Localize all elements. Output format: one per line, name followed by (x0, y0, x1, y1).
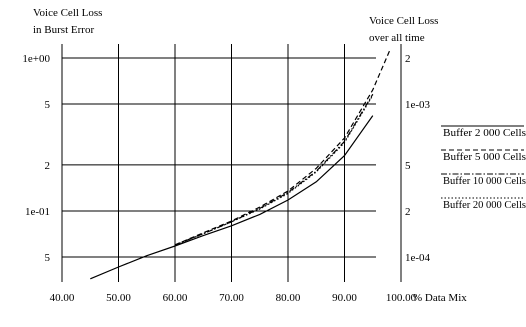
right-axis-title-line-2: over all time (369, 32, 425, 44)
legend-label-1: Buffer 5 000 Cells (443, 152, 526, 163)
series-lines (90, 50, 391, 280)
right-tick-label: 1e-04 (405, 252, 431, 264)
left-tick-label: 5 (45, 99, 51, 111)
legend-label-3: Buffer 20 000 Cells (443, 200, 526, 211)
left-axis-title-line-1: Voice Cell Loss (33, 7, 102, 19)
right-axis-title-line-1: Voice Cell Loss (369, 15, 438, 27)
left-tick-label: 1e-01 (25, 206, 50, 218)
series-line-1 (174, 50, 391, 246)
left-axis-title-line-2: in Burst Error (33, 24, 94, 36)
tick-labels: 1e+00 5 2 1e-01 5 2 1e-03 5 2 1e-04 40.00 50.00 60.0… (22, 53, 430, 304)
x-tick-label: 40.00 (50, 292, 75, 304)
x-tick-label: 90.00 (332, 292, 357, 304)
right-tick-label: 5 (405, 160, 411, 172)
right-tick-label: 1e-03 (405, 99, 431, 111)
right-tick-label: 2 (405, 206, 411, 218)
series-line-2 (174, 93, 374, 246)
legend-label-2: Buffer 10 000 Cells (443, 176, 526, 187)
series-line-0 (90, 115, 374, 280)
legend: Buffer 2 000 Cells Buffer 5 000 Cells Buff… (441, 125, 526, 211)
x-tick-label: 100.00 (386, 292, 417, 304)
x-tick-label: 50.00 (106, 292, 131, 304)
x-axis-label: % Data Mix (413, 292, 467, 304)
legend-label-0: Buffer 2 000 Cells (443, 128, 526, 139)
left-tick-label: 5 (45, 252, 51, 264)
x-tick-label: 80.00 (276, 292, 301, 304)
x-tick-label: 60.00 (163, 292, 188, 304)
left-tick-label: 2 (45, 160, 51, 172)
x-tick-label: 70.00 (219, 292, 244, 304)
grid (61, 44, 402, 282)
left-tick-label: 1e+00 (22, 53, 50, 65)
series-line-3 (174, 94, 374, 246)
right-tick-label: 2 (405, 53, 411, 65)
